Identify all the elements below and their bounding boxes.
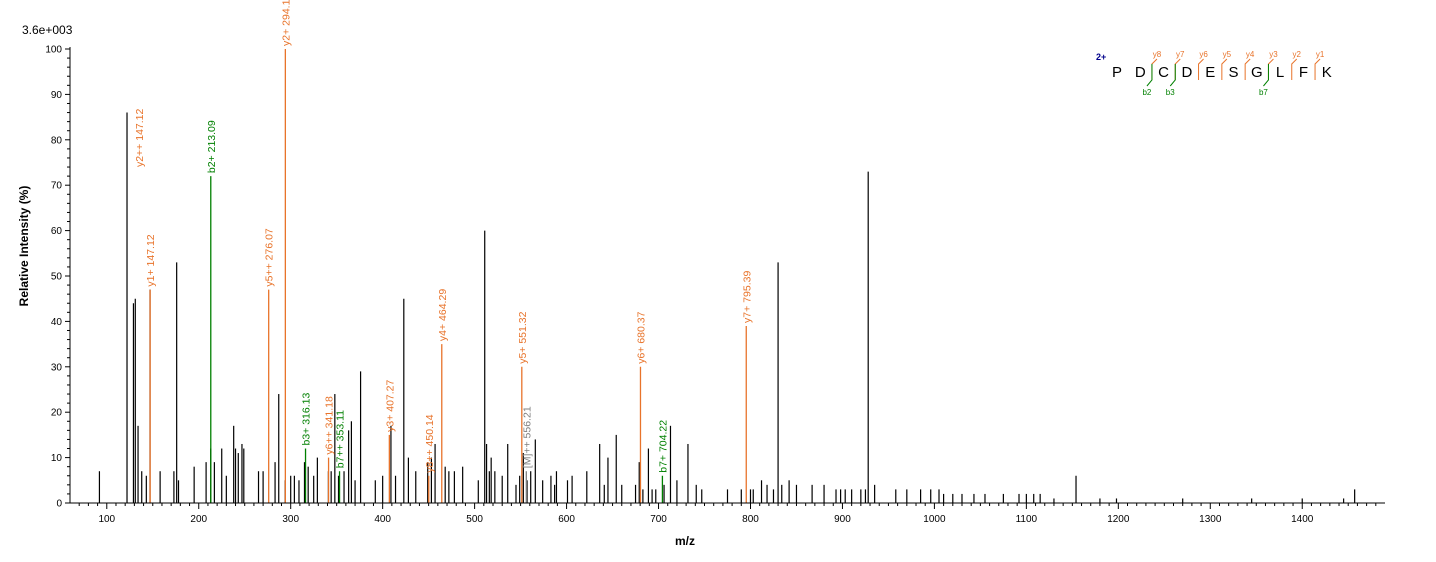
x-tick-label-10: 1100: [1016, 514, 1038, 525]
x-tick-label-9: 1000: [923, 514, 946, 525]
y-ion-label-1: y7: [1176, 50, 1185, 59]
peak-label-6: y6++ 341.18: [324, 396, 336, 455]
peak-label-12: [M]++ 556.21: [521, 406, 533, 468]
y-ion-bracket-3: [1221, 58, 1228, 80]
x-tick-label-2: 300: [282, 514, 299, 525]
y-tick-label-9: 90: [51, 90, 63, 101]
x-tick-label-7: 800: [742, 514, 759, 525]
y-ion-label-6: y2: [1293, 50, 1302, 59]
y-tick-label-5: 50: [51, 272, 63, 283]
x-tick-label-6: 700: [650, 514, 667, 525]
y-ion-label-7: y1: [1316, 50, 1325, 59]
y-ion-label-3: y5: [1223, 50, 1232, 59]
y-tick-label-0: 0: [56, 499, 62, 510]
y-ion-label-5: y3: [1269, 50, 1278, 59]
y-tick-label-4: 40: [51, 317, 63, 328]
x-tick-label-13: 1400: [1291, 514, 1314, 525]
y-ion-bracket-5: [1267, 58, 1274, 80]
peak-label-8: y3+ 407.27: [384, 379, 396, 431]
y-tick-label-6: 60: [51, 226, 63, 237]
x-tick-label-11: 1200: [1107, 514, 1130, 525]
y-ion-label-0: y8: [1153, 50, 1162, 59]
x-tick-label-0: 100: [98, 514, 115, 525]
y-tick-label-8: 80: [51, 135, 63, 146]
peak-label-2: b2+ 213.09: [206, 120, 218, 173]
y-ion-bracket-7: [1314, 58, 1321, 80]
x-tick-label-8: 900: [834, 514, 851, 525]
peak-label-7: b7++ 353.11: [335, 410, 347, 468]
y-tick-label-10: 100: [45, 45, 62, 56]
b-ion-label-0: b2: [1142, 88, 1151, 97]
peak-label-1: y2++ 147.12: [134, 108, 146, 167]
y-ion-label-2: y6: [1199, 50, 1208, 59]
residue-9: K: [1322, 64, 1332, 81]
y-ion-bracket-0: [1151, 58, 1158, 80]
peak-label-14: b7+ 704.22: [657, 420, 669, 473]
peak-label-9: y8++ 450.14: [424, 414, 436, 473]
x-axis-title: m/z: [675, 534, 695, 548]
residue-8: F: [1299, 64, 1308, 81]
y-ion-bracket-1: [1174, 58, 1181, 80]
peaks-layer: [98, 112, 1356, 503]
peak-label-4: y2+ 294.18: [280, 0, 292, 46]
residue-2: C: [1158, 64, 1169, 81]
axes-layer: 0 10 20 30 40 50 60 70 80 90 100 100 200 300 400 500 600…: [45, 45, 1385, 525]
residue-5: S: [1228, 64, 1238, 81]
peak-label-13: y6+ 680.37: [635, 311, 647, 363]
x-tick-label-3: 400: [374, 514, 391, 525]
x-tick-label-5: 600: [558, 514, 575, 525]
peak-label-5: b3+ 316.13: [301, 393, 313, 446]
residue-6: G: [1251, 64, 1263, 81]
x-tick-label-12: 1300: [1199, 514, 1222, 525]
peak-label-0: y1+ 147.12: [145, 234, 157, 286]
residue-4: E: [1205, 64, 1215, 81]
x-tick-label-1: 200: [190, 514, 207, 525]
annotations-layer: y1+ 147.12 y2++ 147.12 b2+ 213.09 y5++ 276.…: [134, 0, 753, 503]
y-ion-bracket-6: [1291, 58, 1298, 80]
y-tick-label-3: 30: [51, 362, 63, 373]
y-axis-title: Relative Intensity (%): [17, 186, 31, 307]
b-ion-bracket-1: [1169, 64, 1176, 87]
residue-0: P: [1112, 64, 1122, 81]
y-ion-bracket-2: [1198, 58, 1204, 80]
precursor-charge: 2+: [1096, 52, 1106, 62]
peak-label-10: y4+ 464.29: [437, 289, 449, 341]
residue-3: D: [1181, 64, 1192, 81]
b-ion-label-1: b3: [1166, 88, 1175, 97]
y-ion-label-4: y4: [1246, 50, 1255, 59]
peak-label-15: y7+ 795.39: [741, 271, 753, 323]
peak-label-3: y5++ 276.07: [264, 228, 276, 287]
intensity-scale-label: 3.6e+003: [22, 23, 73, 37]
b-ion-bracket-0: [1146, 64, 1153, 87]
y-ion-bracket-4: [1244, 58, 1251, 80]
b-ion-label-2: b7: [1259, 88, 1268, 97]
residue-7: L: [1276, 64, 1284, 81]
y-tick-label-7: 70: [51, 181, 63, 192]
residue-1: D: [1135, 64, 1146, 81]
b-ion-bracket-2: [1263, 64, 1269, 87]
peak-label-11: y5+ 551.32: [517, 311, 529, 363]
x-tick-label-4: 500: [466, 514, 483, 525]
y-tick-label-1: 10: [51, 453, 63, 464]
y-tick-label-2: 20: [51, 408, 63, 419]
